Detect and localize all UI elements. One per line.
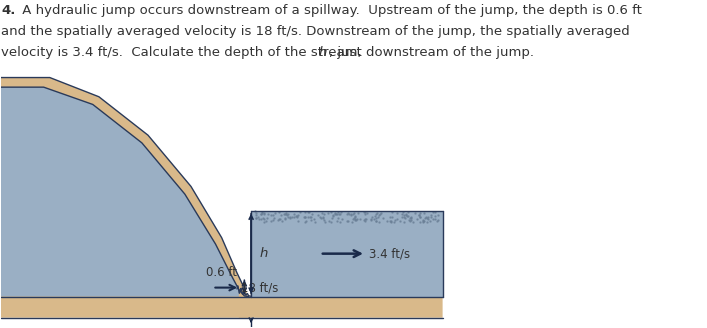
Polygon shape bbox=[1, 77, 443, 318]
Text: 3.4 ft/s: 3.4 ft/s bbox=[369, 247, 410, 260]
Polygon shape bbox=[251, 211, 443, 297]
Text: , just downstream of the jump.: , just downstream of the jump. bbox=[329, 46, 534, 59]
Text: A hydraulic jump occurs downstream of a spillway.  Upstream of the jump, the dep: A hydraulic jump occurs downstream of a … bbox=[18, 4, 643, 17]
Text: 18 ft/s: 18 ft/s bbox=[241, 281, 279, 294]
Text: and the spatially averaged velocity is 18 ft/s. Downstream of the jump, the spat: and the spatially averaged velocity is 1… bbox=[1, 25, 630, 38]
Text: h: h bbox=[259, 247, 268, 260]
Polygon shape bbox=[1, 87, 249, 297]
Text: h: h bbox=[319, 46, 327, 59]
Text: velocity is 3.4 ft/s.  Calculate the depth of the stream,: velocity is 3.4 ft/s. Calculate the dept… bbox=[1, 46, 366, 59]
Text: 0.6 ft: 0.6 ft bbox=[206, 266, 237, 279]
Text: 4.: 4. bbox=[1, 4, 16, 17]
